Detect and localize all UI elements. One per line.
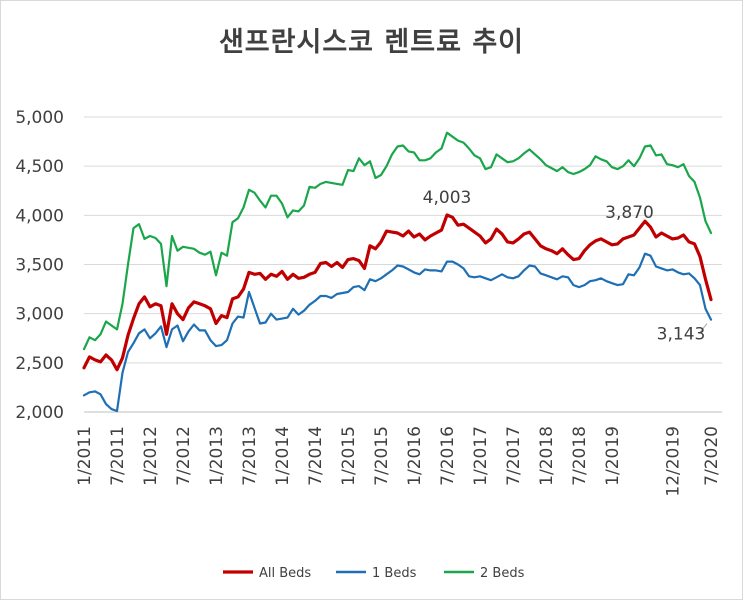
y-tick-label: 4,000 — [15, 206, 64, 226]
x-tick-label: 1/2017 — [471, 426, 491, 486]
series-line-2-beds — [82, 131, 713, 351]
x-tick-label: 7/2012 — [174, 426, 194, 486]
x-tick-label: 1/2012 — [141, 426, 161, 486]
series-lines — [82, 131, 713, 413]
x-tick-label: 1/2013 — [207, 426, 227, 486]
legend-label: 1 Beds — [372, 566, 417, 581]
y-tick-label: 3,500 — [15, 256, 64, 276]
x-tick-label: 7/2018 — [570, 426, 590, 486]
y-tick-label: 5,000 — [15, 108, 64, 128]
x-tick-label: 7/2011 — [108, 426, 128, 486]
legend-label: 2 Beds — [480, 566, 525, 581]
x-tick-label: 1/2016 — [405, 426, 425, 486]
y-tick-label: 2,000 — [15, 403, 64, 423]
data-labels: 4,003 3,870 3,143 — [423, 188, 708, 345]
data-label: 4,003 — [423, 188, 472, 208]
x-tick-label: 7/2014 — [306, 426, 326, 486]
series-line-all-beds — [82, 213, 713, 372]
x-axis-ticks: 1/2011 7/2011 1/2012 7/2012 1/2013 7/2013 1/20… — [75, 411, 722, 497]
x-tick-label: 7/2020 — [702, 426, 722, 486]
x-tick-label: 7/2016 — [438, 426, 458, 486]
chart-title: 샌프란시스코 렌트료 추이 — [218, 27, 525, 58]
y-tick-label: 2,500 — [15, 354, 64, 374]
x-tick-label: 1/2014 — [273, 426, 293, 486]
data-label: 3,143 — [657, 325, 706, 345]
x-tick-label: 12/2019 — [664, 426, 684, 497]
data-label: 3,870 — [605, 203, 654, 223]
y-tick-label: 4,500 — [15, 157, 64, 177]
grid-lines — [84, 116, 722, 413]
y-axis-ticks: 2,000 2,500 3,000 3,500 4,000 4,500 5,000 — [15, 108, 64, 423]
legend: All Beds 1 Beds 2 Beds — [223, 566, 525, 581]
x-tick-label: 7/2013 — [240, 426, 260, 486]
legend-label: All Beds — [259, 566, 311, 581]
x-tick-label: 1/2019 — [603, 426, 623, 486]
y-tick-label: 3,000 — [15, 305, 64, 325]
x-tick-label: 1/2018 — [537, 426, 557, 486]
leader-line — [698, 323, 708, 334]
series-line-1-beds — [82, 252, 713, 413]
x-tick-label: 7/2017 — [504, 426, 524, 486]
x-tick-label: 7/2015 — [372, 426, 392, 486]
x-tick-label: 1/2011 — [75, 426, 95, 486]
x-tick-label: 1/2015 — [339, 426, 359, 486]
